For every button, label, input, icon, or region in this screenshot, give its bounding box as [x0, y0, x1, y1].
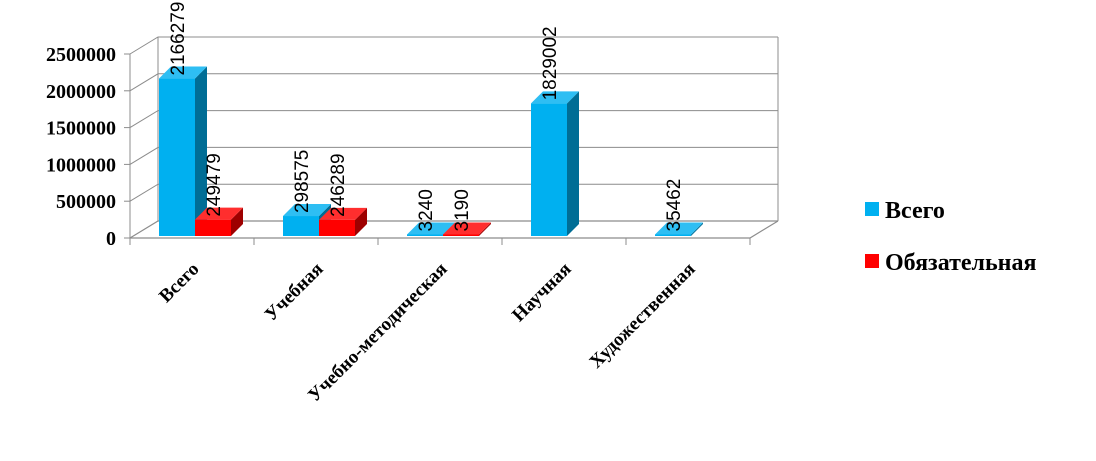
x-tick-label: Научная: [508, 259, 575, 326]
data-label: 3190: [452, 189, 473, 231]
bar-vsego: [159, 66, 207, 237]
x-tick-label: Художественная: [586, 259, 700, 373]
bar-vsego: [531, 91, 579, 236]
legend-entry: Обязательная: [865, 250, 1037, 276]
bar-vsego: [655, 222, 703, 236]
gridline: [129, 36, 778, 55]
gridline: [129, 73, 778, 92]
data-label: 35462: [664, 179, 685, 232]
y-tick-label: 2000000: [46, 81, 116, 103]
data-label: 2166279: [168, 2, 189, 76]
bar-obyazatelnaya: [319, 207, 367, 236]
x-tick-label: Учебная: [261, 259, 328, 326]
legend-label: Обязательная: [885, 250, 1037, 276]
legend: Всего Обязательная: [865, 198, 1037, 276]
data-label: 1829002: [540, 26, 561, 100]
data-label: 3240: [416, 189, 437, 231]
data-label: 246289: [328, 153, 349, 216]
data-label: 249479: [204, 153, 225, 216]
y-tick-label: 2500000: [46, 44, 116, 66]
x-tick-label: Учебно-методическая: [304, 259, 451, 406]
y-tick-label: 1500000: [46, 118, 116, 140]
legend-label: Всего: [885, 198, 945, 224]
data-labels: 2166279 249479 298575 246289 3240 3190 1829002…: [168, 2, 685, 232]
x-tick-label: Всего: [155, 259, 203, 307]
y-tick-label: 500000: [56, 191, 116, 213]
bars: [159, 66, 703, 237]
legend-entry: Всего: [865, 198, 945, 224]
value-axis: 0 500000 1000000 1500000 2000000 2500000: [46, 44, 130, 250]
gridline: [129, 146, 778, 165]
bar-obyazatelnaya: [195, 207, 243, 236]
y-tick-label: 0: [106, 228, 116, 250]
data-label: 298575: [292, 150, 313, 213]
legend-swatch: [865, 254, 879, 268]
y-tick-label: 1000000: [46, 154, 116, 176]
legend-swatch: [865, 202, 879, 216]
gridline: [129, 110, 778, 129]
bar-obyazatelnaya: [443, 222, 491, 236]
